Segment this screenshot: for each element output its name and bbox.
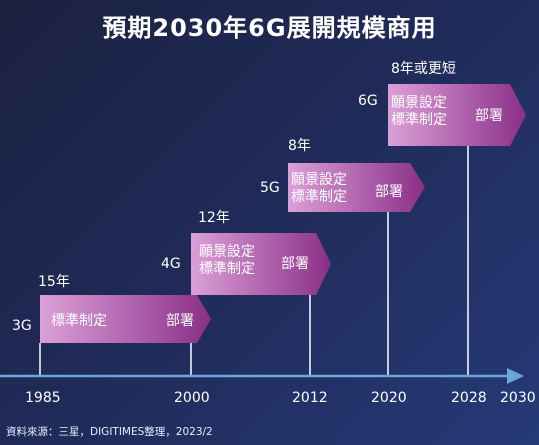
- year-label-2030: 2030: [500, 390, 536, 406]
- duration-label-5g: 8年: [288, 138, 311, 154]
- year-label-1985: 1985: [25, 390, 61, 406]
- source-note: 資料來源：三星，DIGITIMES整理，2023/2: [6, 426, 213, 438]
- year-label-2000: 2000: [174, 390, 210, 406]
- year-label-2020: 2020: [371, 390, 407, 406]
- gen-label-3g: 3G: [12, 318, 32, 334]
- arrow-6g-phase-left: 願景設定 標準制定: [391, 95, 447, 128]
- arrow-5g: [288, 163, 425, 212]
- arrow-4g-phase-right: 部署: [281, 256, 309, 272]
- arrow-6g-phase-right: 部署: [475, 108, 503, 124]
- arrow-4g-phase-left: 願景設定 標準制定: [199, 244, 255, 277]
- year-label-2028: 2028: [451, 390, 487, 406]
- gen-label-5g: 5G: [260, 180, 280, 196]
- arrow-5g-phase-right: 部署: [375, 184, 403, 200]
- time-axis-arrowhead: [507, 368, 524, 384]
- arrow-3g: [40, 295, 211, 343]
- duration-label-3g: 15年: [38, 274, 70, 290]
- year-label-2012: 2012: [292, 390, 328, 406]
- gen-label-6g: 6G: [358, 93, 378, 109]
- arrow-6g: [388, 84, 526, 146]
- arrow-3g-phase-left: 標準制定: [51, 313, 107, 329]
- gen-label-4g: 4G: [161, 256, 181, 272]
- arrow-4g: [191, 233, 331, 295]
- arrow-5g-phase-left: 願景設定 標準制定: [291, 172, 347, 205]
- duration-label-4g: 12年: [198, 210, 230, 226]
- arrow-3g-phase-right: 部署: [166, 313, 194, 329]
- diagram-title: 預期2030年6G展開規模商用: [102, 14, 437, 42]
- duration-label-6g: 8年或更短: [391, 61, 456, 77]
